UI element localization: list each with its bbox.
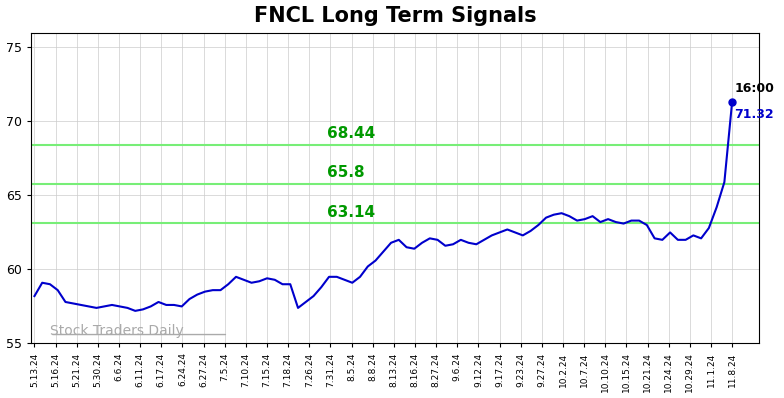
Text: 65.8: 65.8 <box>328 165 365 180</box>
Text: 63.14: 63.14 <box>328 205 376 220</box>
Text: 71.32: 71.32 <box>735 108 774 121</box>
Text: 68.44: 68.44 <box>328 126 376 141</box>
Title: FNCL Long Term Signals: FNCL Long Term Signals <box>253 6 536 25</box>
Text: Stock Traders Daily: Stock Traders Daily <box>50 324 183 338</box>
Text: 16:00: 16:00 <box>735 82 775 94</box>
